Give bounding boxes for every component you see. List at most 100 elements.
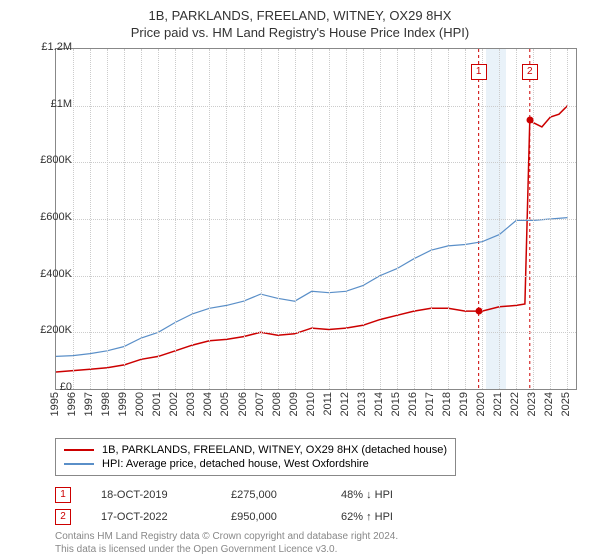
x-axis-label: 2005 [219, 392, 231, 416]
gridline-v [209, 49, 210, 389]
attribution: Contains HM Land Registry data © Crown c… [55, 530, 398, 556]
y-axis-label: £1M [22, 98, 72, 110]
chart-plot-area: 12 [55, 48, 577, 390]
x-axis-label: 2004 [202, 392, 214, 416]
gridline-v [499, 49, 500, 389]
x-axis-label: 1995 [49, 392, 61, 416]
legend-item: 1B, PARKLANDS, FREELAND, WITNEY, OX29 8H… [64, 443, 447, 457]
gridline-v [550, 49, 551, 389]
gridline-v [448, 49, 449, 389]
gridline-v [363, 49, 364, 389]
x-axis-label: 2010 [305, 392, 317, 416]
gridline-v [431, 49, 432, 389]
sale-price: £275,000 [231, 489, 311, 501]
marker-dot-1 [475, 308, 482, 315]
title-block: 1B, PARKLANDS, FREELAND, WITNEY, OX29 8H… [0, 0, 600, 40]
gridline-v [124, 49, 125, 389]
title-main: 1B, PARKLANDS, FREELAND, WITNEY, OX29 8H… [0, 8, 600, 23]
gridline-v [329, 49, 330, 389]
legend-swatch [64, 463, 94, 465]
x-axis-label: 2012 [339, 392, 351, 416]
sales-table: 1 18-OCT-2019 £275,000 48% ↓ HPI 2 17-OCT-202… [55, 484, 393, 528]
x-axis-label: 2019 [458, 392, 470, 416]
sale-date: 18-OCT-2019 [101, 489, 201, 501]
sale-delta: 48% ↓ HPI [341, 489, 393, 501]
legend: 1B, PARKLANDS, FREELAND, WITNEY, OX29 8H… [55, 438, 456, 476]
x-axis-label: 1997 [83, 392, 95, 416]
x-axis-label: 1998 [100, 392, 112, 416]
x-axis-label: 2008 [271, 392, 283, 416]
legend-label: 1B, PARKLANDS, FREELAND, WITNEY, OX29 8H… [102, 444, 447, 456]
gridline-v [380, 49, 381, 389]
gridline-v [414, 49, 415, 389]
y-axis-label: £0 [22, 381, 72, 393]
chart-container: 1B, PARKLANDS, FREELAND, WITNEY, OX29 8H… [0, 0, 600, 560]
x-axis-label: 2007 [254, 392, 266, 416]
x-axis-label: 2025 [560, 392, 572, 416]
gridline-h [56, 106, 576, 107]
sale-price: £950,000 [231, 511, 311, 523]
gridline-v [261, 49, 262, 389]
x-axis-label: 2017 [424, 392, 436, 416]
gridline-v [346, 49, 347, 389]
gridline-v [192, 49, 193, 389]
marker-dot-2 [526, 116, 533, 123]
title-sub: Price paid vs. HM Land Registry's House … [0, 25, 600, 40]
x-axis-label: 2020 [475, 392, 487, 416]
x-axis-label: 2009 [288, 392, 300, 416]
x-axis-label: 2013 [356, 392, 368, 416]
attribution-line2: This data is licensed under the Open Gov… [55, 543, 398, 556]
gridline-v [312, 49, 313, 389]
gridline-v [397, 49, 398, 389]
gridline-v [533, 49, 534, 389]
attribution-line1: Contains HM Land Registry data © Crown c… [55, 530, 398, 543]
gridline-v [567, 49, 568, 389]
gridline-v [90, 49, 91, 389]
legend-item: HPI: Average price, detached house, West… [64, 457, 447, 471]
y-axis-label: £400K [22, 268, 72, 280]
gridline-v [107, 49, 108, 389]
gridline-v [158, 49, 159, 389]
marker-box-2: 2 [522, 64, 538, 80]
x-axis-label: 2016 [407, 392, 419, 416]
sale-delta: 62% ↑ HPI [341, 511, 393, 523]
x-axis-label: 2014 [373, 392, 385, 416]
gridline-v [244, 49, 245, 389]
gridline-h [56, 162, 576, 163]
sale-row: 1 18-OCT-2019 £275,000 48% ↓ HPI [55, 484, 393, 506]
y-axis-label: £1.2M [22, 41, 72, 53]
sale-marker: 2 [55, 509, 71, 525]
x-axis-label: 2011 [322, 392, 334, 416]
gridline-v [141, 49, 142, 389]
gridline-v [278, 49, 279, 389]
x-axis-label: 2022 [509, 392, 521, 416]
gridline-v [175, 49, 176, 389]
x-axis-label: 1999 [117, 392, 129, 416]
sale-marker: 1 [55, 487, 71, 503]
x-axis-label: 1996 [66, 392, 78, 416]
x-axis-label: 2002 [168, 392, 180, 416]
x-axis-label: 2023 [526, 392, 538, 416]
gridline-v [516, 49, 517, 389]
gridline-h [56, 276, 576, 277]
x-axis-label: 2001 [151, 392, 163, 416]
y-axis-label: £600K [22, 211, 72, 223]
x-axis-label: 2018 [441, 392, 453, 416]
x-axis-label: 2006 [237, 392, 249, 416]
y-axis-label: £800K [22, 154, 72, 166]
legend-label: HPI: Average price, detached house, West… [102, 458, 369, 470]
marker-box-1: 1 [471, 64, 487, 80]
gridline-v [226, 49, 227, 389]
gridline-v [482, 49, 483, 389]
x-axis-label: 2024 [543, 392, 555, 416]
sale-row: 2 17-OCT-2022 £950,000 62% ↑ HPI [55, 506, 393, 528]
legend-swatch [64, 449, 94, 451]
x-axis-label: 2021 [492, 392, 504, 416]
gridline-h [56, 332, 576, 333]
gridline-v [295, 49, 296, 389]
gridline-v [465, 49, 466, 389]
x-axis-label: 2003 [185, 392, 197, 416]
y-axis-label: £200K [22, 324, 72, 336]
sale-date: 17-OCT-2022 [101, 511, 201, 523]
gridline-h [56, 219, 576, 220]
